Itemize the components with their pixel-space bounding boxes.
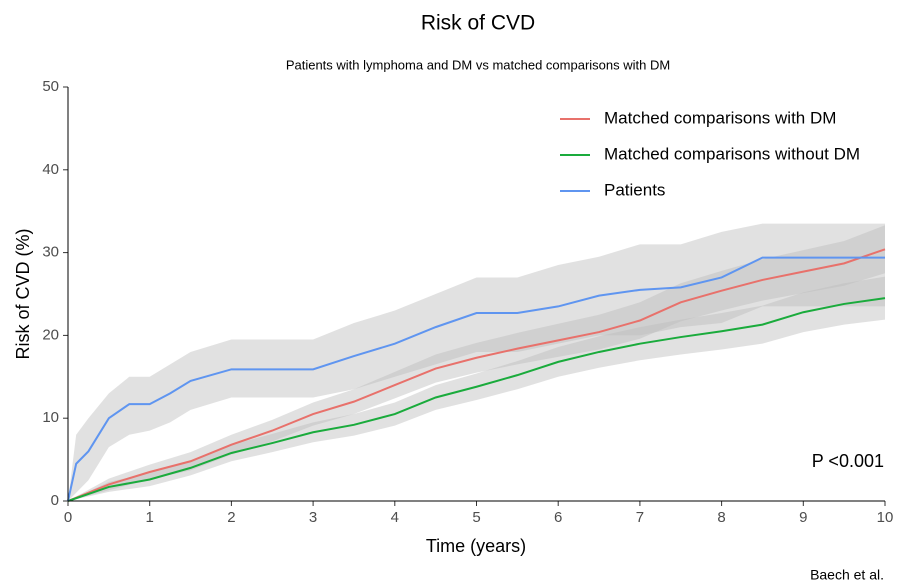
x-axis-label: Time (years) xyxy=(426,536,526,556)
y-tick-label: 40 xyxy=(42,161,59,178)
x-tick-label: 10 xyxy=(877,509,894,526)
x-tick-label: 6 xyxy=(554,509,562,526)
y-tick-label: 10 xyxy=(42,409,59,426)
chart-title: Risk of CVD xyxy=(421,12,535,35)
x-tick-label: 9 xyxy=(799,509,807,526)
chart-subtitle: Patients with lymphoma and DM vs matched… xyxy=(286,57,670,72)
caption: Baech et al. xyxy=(810,567,884,583)
confidence-band xyxy=(68,225,885,501)
x-tick-label: 7 xyxy=(636,509,644,526)
annotation: P <0.001 xyxy=(812,451,884,471)
x-tick-label: 2 xyxy=(227,509,235,526)
x-tick-label: 4 xyxy=(391,509,399,526)
legend-label: Patients xyxy=(604,180,665,199)
confidence-band xyxy=(68,276,885,501)
series-line xyxy=(67,297,886,502)
series-line xyxy=(67,256,885,502)
legend-label: Matched comparisons with DM xyxy=(604,108,836,127)
x-tick-label: 3 xyxy=(309,509,317,526)
x-tick-label: 5 xyxy=(472,509,480,526)
x-tick-label: 8 xyxy=(717,509,725,526)
x-tick-label: 0 xyxy=(64,509,72,526)
confidence-band xyxy=(68,223,885,501)
legend-label: Matched comparisons without DM xyxy=(604,144,860,163)
y-tick-label: 20 xyxy=(42,326,59,343)
y-tick-label: 0 xyxy=(51,492,59,509)
y-tick-label: 30 xyxy=(42,244,59,261)
y-tick-label: 50 xyxy=(42,78,59,95)
y-axis-label: Risk of CVD (%) xyxy=(13,228,33,359)
x-tick-label: 1 xyxy=(146,509,154,526)
series-line xyxy=(67,248,886,502)
